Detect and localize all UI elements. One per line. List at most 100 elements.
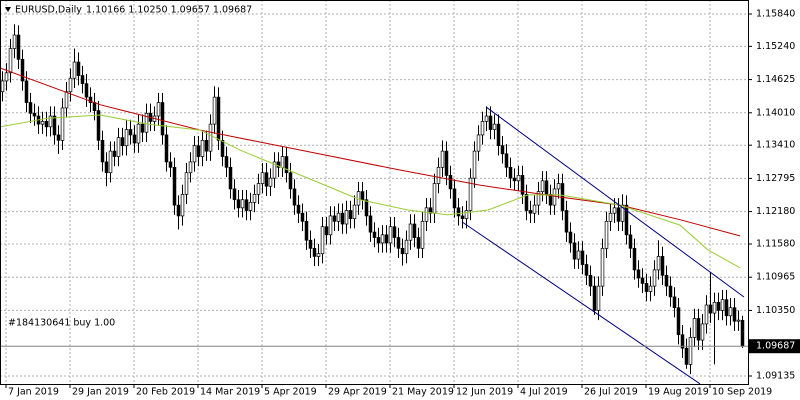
candle-body	[464, 210, 469, 219]
order-annotation: #184130641 buy 1.00	[8, 318, 115, 329]
price-label: 1.09687	[756, 341, 795, 352]
candle-body	[12, 34, 17, 49]
candle-body	[500, 145, 505, 155]
y-tick-label: 1.15840	[756, 8, 795, 19]
candle-body	[644, 283, 649, 292]
candle-body	[84, 83, 89, 98]
candle-body	[352, 204, 357, 219]
candle-body	[220, 139, 225, 157]
candle-body	[688, 337, 693, 365]
candle-body	[308, 239, 313, 249]
candle-body	[616, 207, 621, 222]
x-tick-label: 7 Jan 2019	[8, 387, 59, 398]
candle-body	[300, 212, 305, 222]
candle-body	[244, 199, 249, 211]
channel-line	[485, 106, 745, 298]
candle-body	[728, 307, 733, 317]
candle-body	[92, 102, 97, 111]
candle-body	[112, 150, 117, 157]
candle-body	[484, 115, 489, 122]
candle-body	[520, 175, 525, 195]
candle-body	[480, 121, 485, 136]
candle-body	[232, 188, 237, 201]
candle-body	[380, 234, 385, 244]
candle-body	[168, 161, 173, 168]
x-tick-label: 10 Sep 2019	[712, 387, 772, 398]
moving-average	[0, 67, 741, 237]
candle-body	[364, 199, 369, 217]
candle-body	[412, 223, 417, 238]
candle-body	[684, 347, 689, 365]
candle-body	[48, 115, 53, 128]
candle-body	[316, 253, 321, 257]
candle-body	[200, 139, 205, 157]
candle-body	[268, 177, 273, 187]
candle-body	[252, 193, 257, 203]
y-tick-label: 1.10965	[756, 272, 795, 283]
candle-body	[508, 166, 513, 179]
y-tick-label: 1.11580	[756, 238, 795, 249]
candle-body	[388, 226, 393, 244]
candle-body	[432, 183, 437, 214]
candle-body	[568, 231, 573, 244]
candle-body	[40, 121, 45, 125]
candle-body	[96, 110, 101, 141]
candle-body	[276, 161, 281, 168]
candle-body	[628, 234, 633, 249]
candle-body	[516, 175, 521, 182]
candle-body	[556, 183, 561, 190]
candle-body	[640, 277, 645, 284]
candle-body	[212, 96, 217, 125]
x-tick-label: 12 Jun 2019	[456, 387, 513, 398]
candle-body	[312, 247, 317, 257]
candle-body	[336, 212, 341, 222]
candle-body	[632, 247, 637, 271]
candle-body	[496, 123, 501, 147]
channel-line	[461, 221, 701, 385]
candle-body	[172, 166, 177, 206]
candle-body	[80, 75, 85, 84]
candle-body	[656, 256, 661, 271]
candle-body	[188, 161, 193, 174]
plot-frame	[0, 0, 749, 385]
candle-body	[676, 307, 681, 336]
candle-body	[604, 220, 609, 249]
candle-body	[584, 264, 589, 276]
candle-body	[532, 204, 537, 214]
candle-body	[392, 226, 397, 238]
candle-body	[572, 242, 577, 260]
candle-body	[140, 123, 145, 133]
candle-body	[488, 115, 493, 130]
collapse-icon	[5, 7, 11, 12]
candle-body	[204, 139, 209, 152]
candle-body	[668, 285, 673, 298]
candle-body	[588, 274, 593, 287]
candle-body	[156, 102, 161, 117]
x-tick-label: 4 Jul 2019	[520, 387, 568, 398]
candle-body	[436, 166, 441, 184]
candle-body	[664, 274, 669, 287]
y-tick-label: 1.12795	[756, 173, 795, 184]
candle-body	[736, 319, 741, 322]
candle-body	[424, 207, 429, 222]
candle-body	[52, 115, 57, 136]
candle-body	[100, 139, 105, 163]
candle-body	[124, 129, 129, 147]
y-tick-label: 1.13410	[756, 140, 795, 151]
candle-body	[224, 156, 229, 168]
candle-body	[160, 102, 165, 136]
candle-body	[196, 145, 201, 157]
candle-body	[368, 215, 373, 233]
candle-body	[116, 137, 121, 157]
candle-body	[144, 112, 149, 133]
candle-body	[400, 247, 405, 255]
candle-body	[384, 234, 389, 244]
candle-body	[56, 134, 61, 141]
candle-body	[460, 215, 465, 219]
x-tick-label: 14 Mar 2019	[200, 387, 260, 398]
candle-body	[504, 153, 509, 168]
candle-body	[340, 212, 345, 225]
chart-title: EURUSD,Daily	[15, 5, 82, 16]
candle-body	[548, 193, 553, 206]
